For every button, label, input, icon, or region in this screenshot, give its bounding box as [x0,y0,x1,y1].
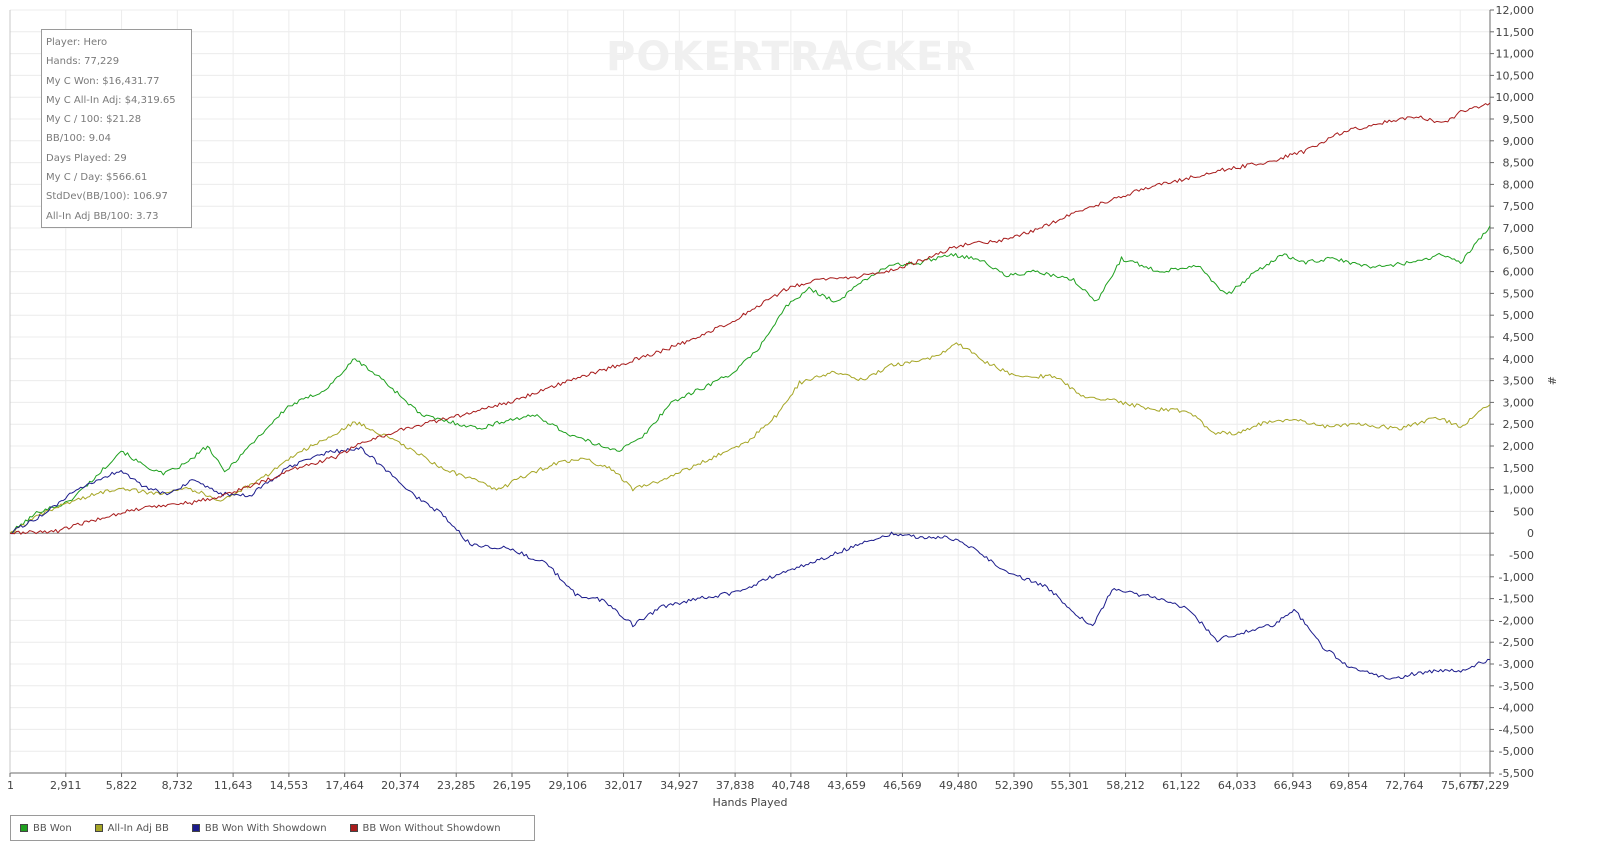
x-tick-label: 20,374 [381,779,420,792]
stats-line: Player: Hero [46,37,108,48]
y-tick-label: 2,500 [1503,418,1535,431]
x-tick-label: 32,017 [604,779,643,792]
legend-label: All-In Adj BB [107,822,169,834]
y-tick-label: -4,500 [1499,723,1534,736]
legend-item: All-In Adj BB [94,822,169,834]
pokertracker-watermark: POKERTRACKER [606,34,977,80]
x-tick-label: 64,033 [1218,779,1257,792]
series-line [9,102,1491,535]
y-tick-label: 6,500 [1503,244,1535,257]
legend-item: BB Won With Showdown [191,822,327,834]
legend-swatch [191,824,200,832]
y-tick-label: 7,000 [1503,222,1535,235]
series-line [9,446,1491,680]
y-tick-label: 11,500 [1496,26,1535,39]
x-tick-label: 23,285 [437,779,476,792]
x-axis-label: Hands Played [713,796,788,809]
x-tick-label: 72,764 [1385,779,1424,792]
stats-line: Hands: 77,229 [46,56,120,68]
y-tick-label: -2,500 [1499,636,1534,649]
y-tick-label: 4,000 [1503,353,1535,366]
stats-line: My C Won: $16,431.77 [46,75,160,87]
x-tick-label: 58,212 [1106,779,1145,792]
y-tick-label: 1,000 [1503,484,1535,497]
legend-swatch [20,824,28,832]
x-tick-label: 40,748 [772,779,811,792]
x-tick-label: 34,927 [660,779,699,792]
stats-line: StdDev(BB/100): 106.97 [46,191,168,203]
x-tick-label: 46,569 [883,779,922,792]
stats-line: My C / Day: $566.61 [46,172,148,184]
y-tick-label: 10,500 [1496,69,1535,82]
y-tick-label: 3,000 [1503,396,1535,409]
stats-line: All-In Adj BB/100: 3.73 [46,210,159,222]
x-tick-label: 14,553 [270,779,309,792]
x-tick-label: 2,911 [50,779,82,792]
y-tick-label: 7,500 [1503,200,1535,213]
stats-line: My C All-In Adj: $4,319.65 [46,94,176,106]
y-tick-label: 3,500 [1503,375,1535,388]
y-tick-label: 10,000 [1496,91,1535,104]
y-tick-label: 0 [1527,527,1534,540]
legend-label: BB Won Without Showdown [362,822,501,834]
y-tick-label: 8,000 [1503,178,1535,191]
series-line [9,225,1491,534]
x-tick-label: 29,106 [549,779,588,792]
x-tick-label: 37,838 [716,779,755,792]
x-tick-label: 52,390 [995,779,1034,792]
y-tick-label: -5,500 [1499,767,1534,780]
stats-panel: Player: Hero Hands: 77,229 My C Won: $16,4… [41,29,192,228]
y-tick-label: -4,000 [1499,702,1534,715]
stats-line: My C / 100: $21.28 [46,114,142,126]
y-tick-label: -3,500 [1499,680,1534,693]
y-tick-label: 11,000 [1496,48,1535,61]
y-tick-label: 9,500 [1503,113,1535,126]
y-axis-label: # [1545,376,1558,385]
y-tick-label: -500 [1509,549,1534,562]
stats-line: Days Played: 29 [46,152,127,164]
legend-label: BB Won With Showdown [204,822,327,834]
legend-swatch [349,824,358,832]
x-tick-label: 66,943 [1274,779,1313,792]
x-tick-label: 1 [7,779,14,792]
y-tick-label: -1,000 [1499,571,1534,584]
x-tick-label: 17,464 [325,779,364,792]
x-tick-label: 8,732 [162,779,194,792]
legend: BB Won All-In Adj BB BB Won With Showdown B… [10,815,535,841]
x-tick-label: 75,675 [1441,779,1480,792]
y-tick-label: 6,000 [1503,266,1535,279]
x-tick-label: 11,643 [214,779,253,792]
y-tick-label: 2,000 [1503,440,1535,453]
y-tick-label: 9,000 [1503,135,1535,148]
y-tick-label: 1,500 [1503,462,1535,475]
y-tick-label: -2,000 [1499,614,1534,627]
x-tick-label: 5,822 [106,779,138,792]
y-tick-label: 5,500 [1503,287,1535,300]
legend-item: BB Won [20,823,72,834]
legend-label: BB Won [33,822,72,834]
y-tick-label: -3,000 [1499,658,1534,671]
legend-item: BB Won Without Showdown [349,822,501,834]
x-tick-label: 26,195 [493,779,532,792]
y-tick-label: 4,500 [1503,331,1535,344]
x-tick-label: 43,659 [827,779,866,792]
legend-swatch [94,824,103,832]
x-tick-label: 55,301 [1051,779,1090,792]
x-tick-label: 77,229 [1471,779,1510,792]
y-tick-label: -1,500 [1499,593,1534,606]
series-line [9,342,1491,534]
x-tick-label: 61,122 [1162,779,1201,792]
y-tick-label: -5,000 [1499,745,1534,758]
x-tick-label: 69,854 [1329,779,1368,792]
y-tick-label: 5,000 [1503,309,1535,322]
x-tick-label: 49,480 [939,779,978,792]
y-tick-label: 12,000 [1496,4,1535,17]
y-tick-label: 8,500 [1503,157,1535,170]
y-tick-label: 500 [1513,505,1534,518]
stats-line: BB/100: 9.04 [46,133,111,145]
